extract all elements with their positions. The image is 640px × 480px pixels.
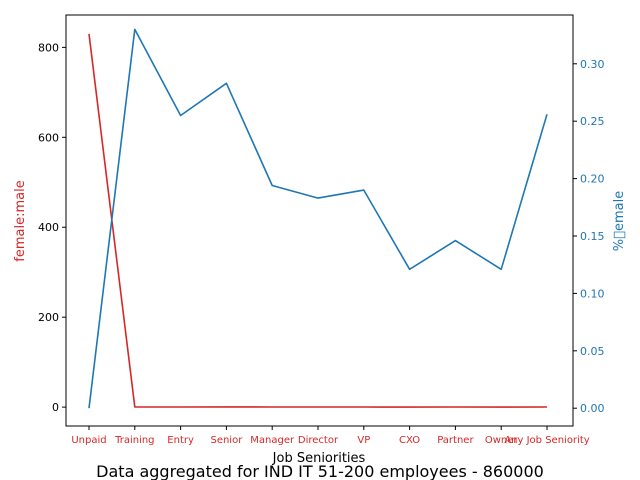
right-tick-label: 0.00	[580, 402, 605, 415]
right-tick-label: 0.25	[580, 115, 605, 128]
left-tick-label: 200	[38, 311, 59, 324]
right-tick-label: 0.30	[580, 58, 605, 71]
x-tick-label: CXO	[399, 435, 420, 446]
x-tick-label: Entry	[167, 435, 194, 446]
right-axis-title: % emale	[612, 191, 627, 251]
right-tick-label: 0.20	[580, 173, 605, 186]
right-tick-label: 0.05	[580, 345, 605, 358]
left-tick-label: 400	[38, 221, 59, 234]
right-tick-label: 0.15	[580, 230, 605, 243]
left-tick-label: 600	[38, 131, 59, 144]
x-axis-title: Job Seniorities	[272, 451, 366, 466]
x-tick-label: Training	[114, 435, 154, 446]
x-tick-label: Director	[298, 435, 339, 446]
plot-frame	[65, 14, 574, 427]
right-tick-label: 0.10	[580, 287, 605, 300]
series-layer	[88, 28, 548, 409]
chart-title: Data aggregated for IND IT 51-200 employ…	[96, 462, 544, 480]
x-tick-label: Any Job Seniority	[504, 435, 589, 446]
x-tick-label: Manager	[250, 435, 295, 446]
right-axis: 0.00 0.05 0.10 0.15 0.20 0.25 0.30	[573, 58, 605, 415]
x-tick-label: Senior	[210, 435, 243, 446]
left-axis: 0 200 400 600 800	[38, 41, 66, 414]
x-tick-label: Partner	[437, 435, 474, 446]
x-tick-label: Unpaid	[71, 435, 106, 446]
plot-area	[66, 15, 573, 426]
left-axis-title: female:male	[13, 180, 28, 261]
x-axis: Unpaid Training Entry Senior Manager Director…	[71, 426, 590, 446]
left-tick-label: 0	[52, 401, 59, 414]
percent-female-line	[88, 28, 548, 409]
left-tick-label: 800	[38, 41, 59, 54]
x-tick-label: VP	[357, 435, 370, 446]
female-male-ratio-line	[88, 33, 548, 408]
x-tick-label: Owner	[485, 435, 519, 446]
